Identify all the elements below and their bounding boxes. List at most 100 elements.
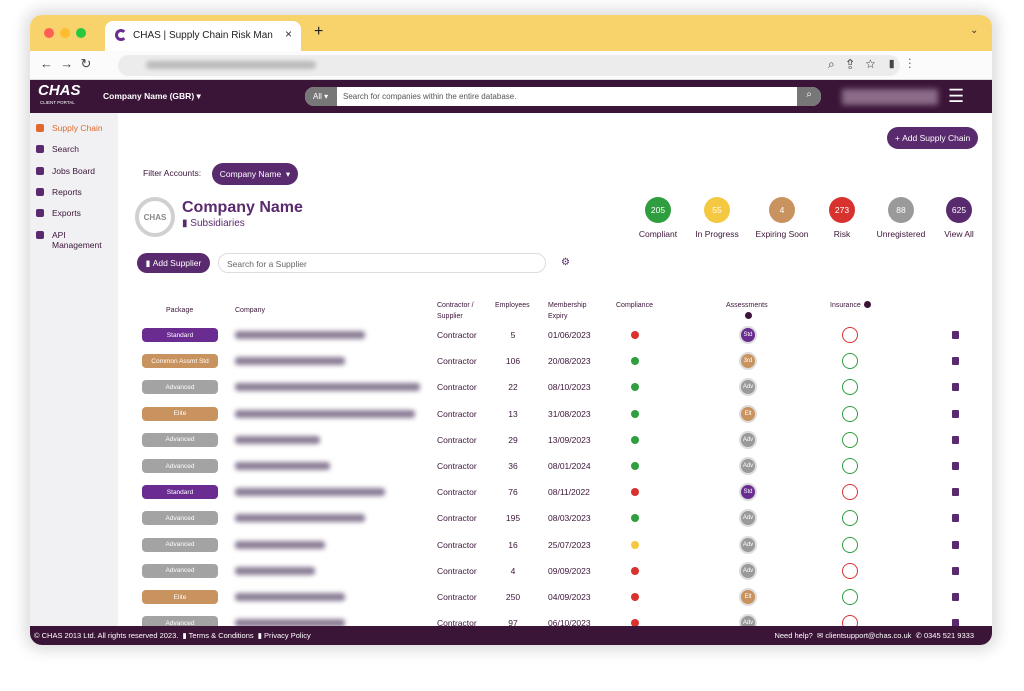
- delete-icon[interactable]: [952, 566, 959, 575]
- assessment-badge[interactable]: Elt: [739, 404, 757, 423]
- stat-label[interactable]: Risk: [833, 229, 851, 239]
- assessment-badge[interactable]: Std: [739, 326, 757, 344]
- stat-label[interactable]: Compliant: [638, 229, 678, 239]
- menu-button[interactable]: ☰: [948, 86, 965, 106]
- delete-icon[interactable]: [952, 383, 959, 392]
- sidebar-item[interactable]: Supply Chain: [36, 123, 116, 133]
- url-field[interactable]: [118, 55, 900, 76]
- search-scope[interactable]: All ▾: [305, 87, 337, 106]
- assessment-badge[interactable]: Adv: [739, 378, 757, 397]
- sidebar-item[interactable]: Jobs Board: [36, 166, 116, 176]
- stat-label[interactable]: Unregistered: [876, 229, 926, 239]
- stat-circle[interactable]: 55: [704, 197, 730, 223]
- delete-icon[interactable]: [952, 488, 959, 497]
- insurance-icon[interactable]: [842, 615, 858, 626]
- stat-label[interactable]: View All: [944, 229, 974, 239]
- assessment-badge[interactable]: Std: [739, 483, 757, 502]
- browser-actions[interactable]: ⌕⇪☆▮⋮: [828, 57, 924, 71]
- insurance-icon[interactable]: [842, 562, 858, 579]
- info-icon[interactable]: [745, 312, 752, 319]
- insurance-icon[interactable]: [842, 458, 858, 474]
- search-button[interactable]: ⌕: [797, 87, 821, 106]
- insurance-icon[interactable]: [842, 431, 858, 448]
- membership-expiry: 08/03/2023: [548, 513, 591, 524]
- settings-gear[interactable]: ⚙: [561, 257, 570, 268]
- subsidiaries[interactable]: ▮ Subsidiaries: [182, 218, 245, 229]
- stat-label[interactable]: In Progress: [695, 229, 739, 239]
- company-blurred[interactable]: [235, 514, 365, 523]
- assessment-badge[interactable]: Adv: [739, 457, 757, 475]
- insurance-icon[interactable]: [842, 379, 858, 396]
- stat-circle[interactable]: 205: [645, 197, 671, 223]
- tab[interactable]: CHAS | Supply Chain Risk Man ×: [105, 21, 301, 51]
- delete-icon[interactable]: [952, 462, 959, 470]
- assessment-badge[interactable]: Elt: [739, 588, 757, 606]
- support-email[interactable]: clientsupport@chas.co.uk: [825, 631, 912, 640]
- company-blurred[interactable]: [235, 331, 365, 339]
- company-blurred[interactable]: [235, 488, 385, 497]
- delete-icon[interactable]: [952, 540, 959, 549]
- stat-circle[interactable]: 625: [946, 197, 972, 223]
- tab-close[interactable]: ×: [285, 27, 293, 41]
- insurance-icon[interactable]: [842, 536, 858, 553]
- info-icon[interactable]: [864, 301, 871, 308]
- supplier-search[interactable]: Search for a Supplier: [218, 253, 546, 273]
- new-tab[interactable]: +: [314, 23, 324, 40]
- delete-icon[interactable]: [952, 409, 959, 418]
- delete-icon[interactable]: [952, 331, 959, 339]
- insurance-icon[interactable]: [842, 405, 858, 422]
- delete-icon[interactable]: [952, 619, 959, 626]
- add-supplier-button[interactable]: ▮ Add Supplier: [137, 253, 210, 273]
- tab-menu[interactable]: ⌄: [970, 25, 979, 36]
- assessment-badge[interactable]: Adv: [739, 535, 757, 554]
- add-supply-chain-button[interactable]: + Add Supply Chain: [887, 127, 978, 149]
- stat-circle[interactable]: 4: [769, 197, 795, 223]
- support-phone[interactable]: 0345 521 9333: [923, 631, 974, 640]
- insurance-icon[interactable]: [842, 510, 858, 527]
- assessment-badge[interactable]: 3rd: [739, 352, 757, 371]
- company-blurred[interactable]: [235, 409, 415, 418]
- sidebar-item[interactable]: Exports: [36, 208, 116, 218]
- delete-icon[interactable]: [952, 435, 959, 444]
- sidebar-item[interactable]: Search: [36, 144, 116, 154]
- filter-dropdown[interactable]: Company Name ▾: [212, 163, 298, 185]
- insurance-icon[interactable]: [842, 353, 858, 370]
- privacy-link[interactable]: Privacy Policy: [264, 631, 311, 640]
- package-text: Common Assmt Std: [151, 357, 209, 365]
- stat-circle[interactable]: 273: [829, 197, 855, 223]
- insurance-icon[interactable]: [842, 484, 858, 501]
- nav-buttons[interactable]: ← → ↻: [40, 56, 92, 71]
- company-blurred[interactable]: [235, 383, 420, 392]
- sidebar-icon: [36, 166, 44, 175]
- assessment-badge[interactable]: Adv: [739, 509, 757, 528]
- min-dot[interactable]: [60, 28, 70, 38]
- close-dot[interactable]: [44, 28, 54, 38]
- assessment-badge[interactable]: Adv: [739, 430, 757, 449]
- company-blurred[interactable]: [235, 462, 330, 470]
- sidebar-item[interactable]: Reports: [36, 187, 116, 197]
- global-search[interactable]: All ▾ Search for companies within the en…: [305, 87, 821, 106]
- stat-label[interactable]: Expiring Soon: [755, 229, 809, 239]
- company-blurred[interactable]: [235, 566, 315, 575]
- terms-link[interactable]: Terms & Conditions: [188, 631, 254, 640]
- delete-icon[interactable]: [952, 593, 959, 601]
- assessment-badge[interactable]: Adv: [739, 561, 757, 580]
- sidebar-item[interactable]: API Management: [36, 230, 116, 250]
- delete-icon[interactable]: [952, 357, 959, 366]
- company-blurred[interactable]: [235, 357, 345, 366]
- company-selector[interactable]: Company Name (GBR) ▾: [103, 91, 201, 101]
- company-blurred[interactable]: [235, 540, 325, 549]
- delete-icon[interactable]: [952, 514, 959, 523]
- logo[interactable]: CHAS: [38, 82, 81, 99]
- insurance-icon[interactable]: [842, 327, 858, 343]
- company-blurred[interactable]: [235, 619, 345, 626]
- assessment-badge[interactable]: Adv: [739, 614, 757, 626]
- stat-circle[interactable]: 88: [888, 197, 914, 223]
- insurance-icon[interactable]: [842, 589, 858, 605]
- company-blurred[interactable]: [235, 435, 320, 444]
- max-dot[interactable]: [76, 28, 86, 38]
- compliance-dot: [631, 514, 639, 523]
- company-blurred[interactable]: [235, 593, 345, 601]
- contractor-type: Contractor: [437, 487, 477, 498]
- assessment-text: 3rd: [743, 358, 753, 365]
